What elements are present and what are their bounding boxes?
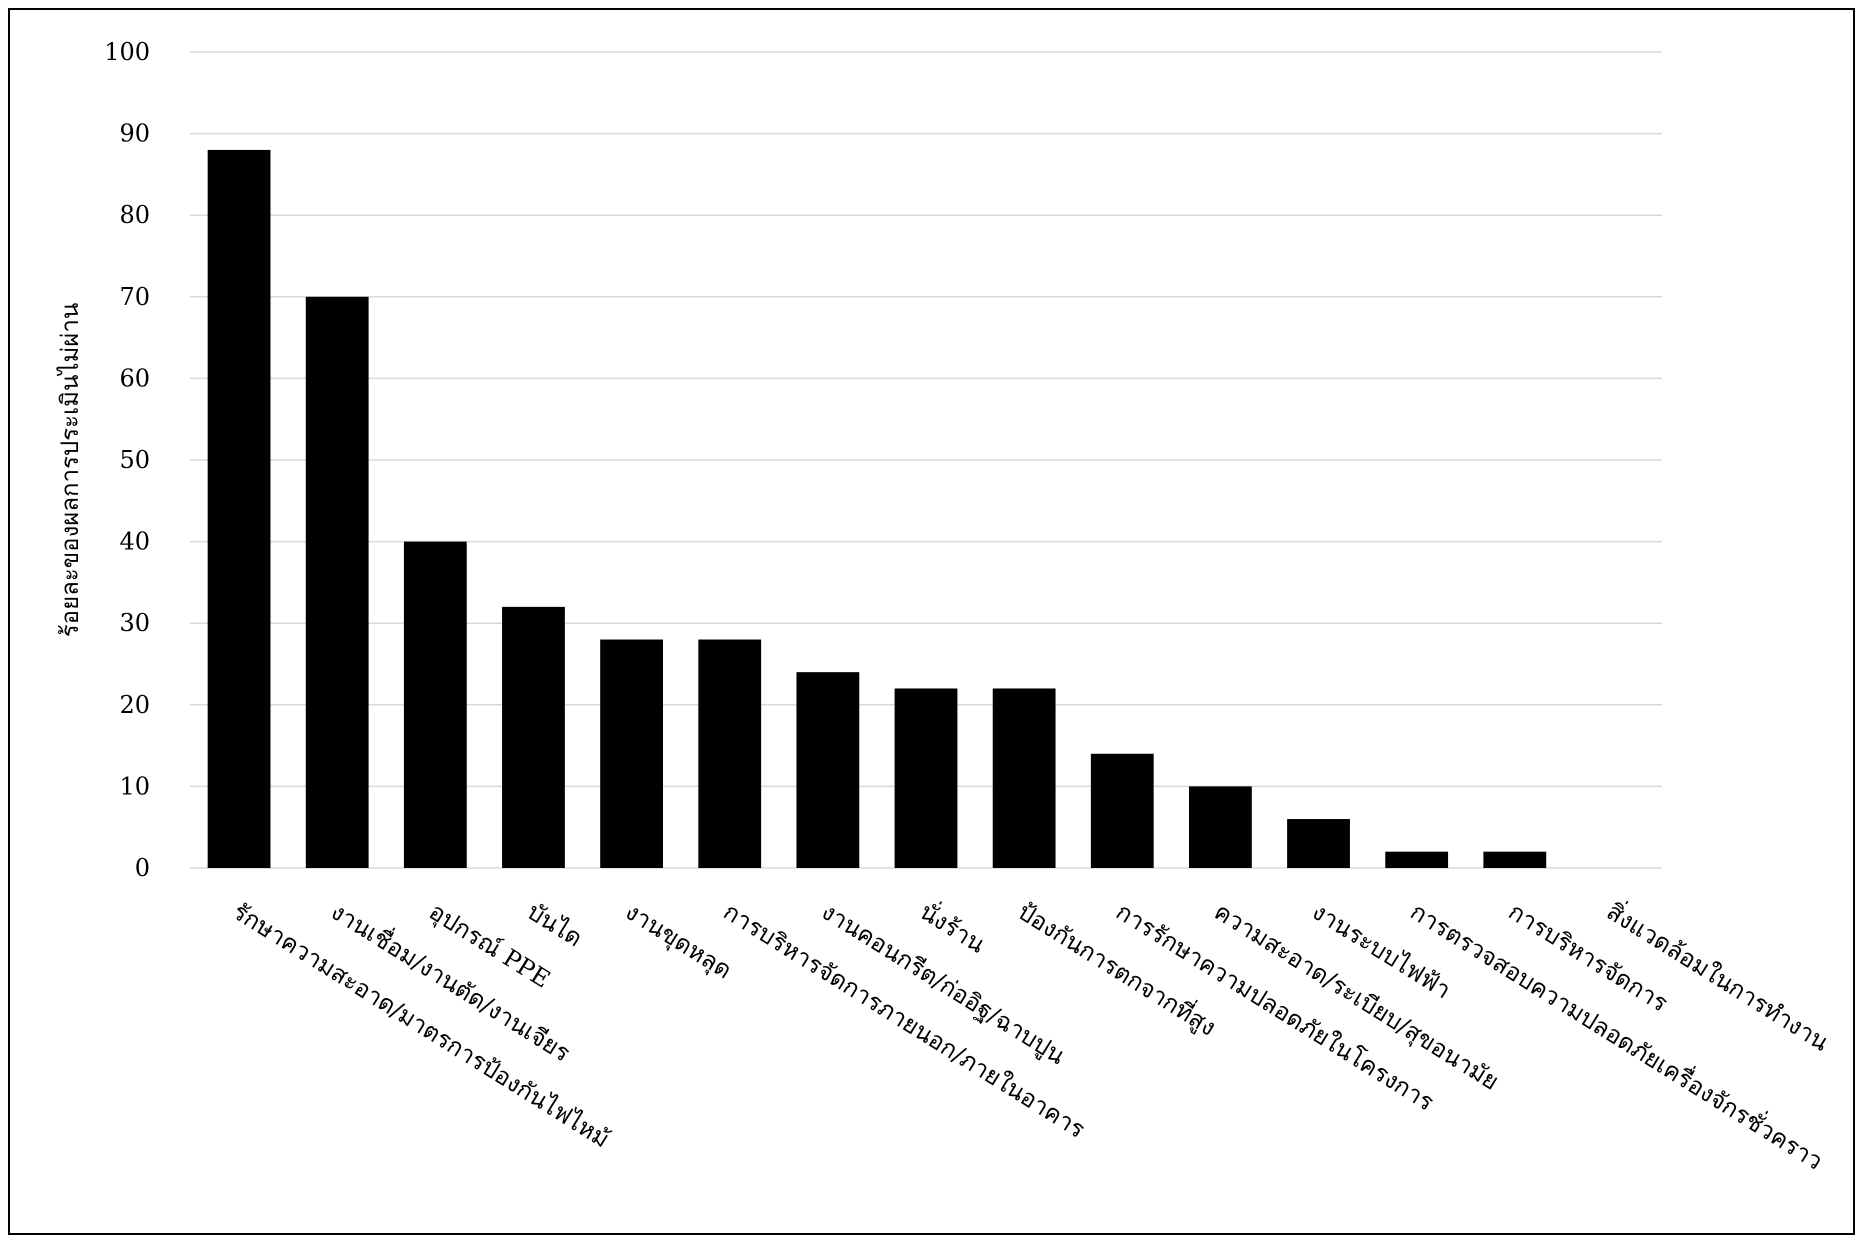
y-axis-ticks: 0 10 20 30 40 50 60 70 80 90 100 [104,38,150,882]
bar [1287,819,1350,868]
bar [305,296,369,868]
y-tick-label: 90 [119,120,150,148]
bar [600,639,664,868]
bar [992,688,1056,868]
y-tick-label: 70 [119,283,150,311]
y-tick-label: 20 [119,691,150,719]
y-axis-title: ร้อยละของผลการประเมินไม่ผ่าน [56,303,84,637]
bars [207,149,1547,869]
y-tick-label: 0 [135,854,150,882]
y-tick-label: 60 [119,364,150,392]
bar [894,688,958,868]
y-tick-label: 10 [119,772,150,800]
bar [1483,851,1547,868]
bar [1090,753,1154,868]
y-tick-label: 30 [119,609,150,637]
y-tick-label: 100 [104,38,150,66]
bar [698,639,762,868]
bar [403,541,467,868]
y-tick-label: 50 [119,446,150,474]
bar [796,672,860,868]
bar [502,606,565,868]
bar [1385,851,1449,868]
y-tick-label: 80 [119,201,150,229]
y-tick-label: 40 [119,528,150,556]
bar [1188,786,1252,868]
bar [207,149,271,869]
